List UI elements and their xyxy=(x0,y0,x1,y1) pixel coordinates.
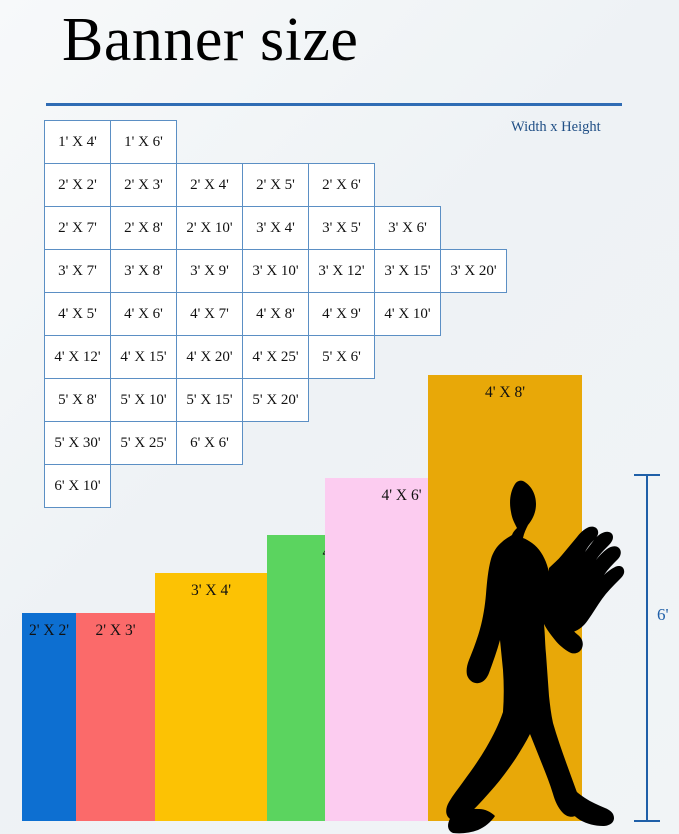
size-table-row: 3' X 7' 3' X 8' 3' X 9' 3' X 10' 3' X 12' 3' … xyxy=(44,249,507,293)
size-bar[interactable]: 2' X 3' xyxy=(76,613,155,821)
size-cell[interactable]: 4' X 7' xyxy=(176,292,243,336)
size-cell[interactable]: 3' X 7' xyxy=(44,249,111,293)
page-title: Banner size xyxy=(62,6,359,74)
size-cell[interactable]: 3' X 12' xyxy=(308,249,375,293)
size-table-row: 5' X 8' 5' X 10' 5' X 15' 5' X 20' xyxy=(44,378,506,422)
size-cell[interactable]: 4' X 12' xyxy=(44,335,111,379)
size-cell[interactable]: 4' X 6' xyxy=(110,292,177,336)
size-bar[interactable]: 3' X 4' xyxy=(155,573,267,821)
size-cell[interactable]: 2' X 5' xyxy=(242,163,309,207)
size-cell[interactable]: 5' X 20' xyxy=(242,378,309,422)
size-bar-label: 2' X 2' xyxy=(28,622,70,639)
size-cell[interactable]: 4' X 9' xyxy=(308,292,375,336)
size-cell[interactable]: 3' X 6' xyxy=(374,206,441,250)
size-cell[interactable]: 2' X 4' xyxy=(176,163,243,207)
size-cell[interactable]: 3' X 4' xyxy=(242,206,309,250)
size-table-row: 4' X 12' 4' X 15' 4' X 20' 4' X 25' 5' X 6' xyxy=(44,335,506,379)
size-cell[interactable]: 3' X 5' xyxy=(308,206,375,250)
size-cell[interactable]: 6' X 10' xyxy=(44,464,111,508)
size-cell[interactable]: 5' X 8' xyxy=(44,378,111,422)
size-cell[interactable]: 2' X 8' xyxy=(110,206,177,250)
size-cell[interactable]: 3' X 9' xyxy=(176,249,243,293)
size-bar[interactable]: 2' X 2' xyxy=(22,613,76,821)
size-cell[interactable]: 5' X 10' xyxy=(110,378,177,422)
size-bar-label: 4' X 6' xyxy=(381,487,422,504)
height-dimension-line xyxy=(646,474,648,822)
size-cell[interactable]: 4' X 15' xyxy=(110,335,177,379)
size-bar-label: 4' X 8' xyxy=(484,384,526,401)
size-cell[interactable]: 4' X 5' xyxy=(44,292,111,336)
height-dimension-label: 6' xyxy=(657,605,669,624)
size-cell[interactable]: 2' X 7' xyxy=(44,206,111,250)
size-cell[interactable]: 5' X 25' xyxy=(110,421,177,465)
size-cell[interactable]: 4' X 8' xyxy=(242,292,309,336)
size-table-row: 1' X 4' 1' X 6' xyxy=(44,120,506,164)
title-block: Banner size xyxy=(62,6,622,74)
size-cell[interactable]: 5' X 30' xyxy=(44,421,111,465)
size-cell[interactable]: 2' X 3' xyxy=(110,163,177,207)
height-dimension-cap-bottom xyxy=(634,820,660,822)
size-table-row: 2' X 7' 2' X 8' 2' X 10' 3' X 4' 3' X 5' 3' X… xyxy=(44,206,506,250)
size-table-row: 2' X 2' 2' X 3' 2' X 4' 2' X 5' 2' X 6' xyxy=(44,163,506,207)
size-cell[interactable]: 2' X 6' xyxy=(308,163,375,207)
size-table-row: 5' X 30' 5' X 25' 6' X 6' xyxy=(44,421,506,465)
size-bar-label: 3' X 4' xyxy=(190,582,232,599)
walking-man-silhouette xyxy=(446,480,625,834)
size-cell[interactable]: 2' X 10' xyxy=(176,206,243,250)
size-cell[interactable]: 6' X 6' xyxy=(176,421,243,465)
size-cell[interactable]: 1' X 4' xyxy=(44,120,111,164)
size-cell[interactable]: 2' X 2' xyxy=(44,163,111,207)
size-cell[interactable]: 3' X 10' xyxy=(242,249,309,293)
size-table-row: 6' X 10' xyxy=(44,464,506,508)
size-table-row: 4' X 5' 4' X 6' 4' X 7' 4' X 8' 4' X 9' 4' X … xyxy=(44,292,506,336)
size-cell[interactable]: 3' X 20' xyxy=(440,249,507,293)
title-underline-rule xyxy=(46,103,622,106)
width-height-legend: Width x Height xyxy=(511,119,601,135)
size-cell[interactable]: 4' X 10' xyxy=(374,292,441,336)
height-dimension-cap-top xyxy=(634,474,660,476)
size-cell[interactable]: 1' X 6' xyxy=(110,120,177,164)
size-cell[interactable]: 5' X 15' xyxy=(176,378,243,422)
size-cell[interactable]: 4' X 25' xyxy=(242,335,309,379)
size-cell[interactable]: 4' X 20' xyxy=(176,335,243,379)
size-cell[interactable]: 3' X 8' xyxy=(110,249,177,293)
size-cell[interactable]: 5' X 6' xyxy=(308,335,375,379)
size-bar-label: 2' X 3' xyxy=(95,622,136,639)
banner-size-table: 1' X 4' 1' X 6' 2' X 2' 2' X 3' 2' X 4' 2' X … xyxy=(44,120,507,508)
size-cell[interactable]: 3' X 15' xyxy=(374,249,441,293)
